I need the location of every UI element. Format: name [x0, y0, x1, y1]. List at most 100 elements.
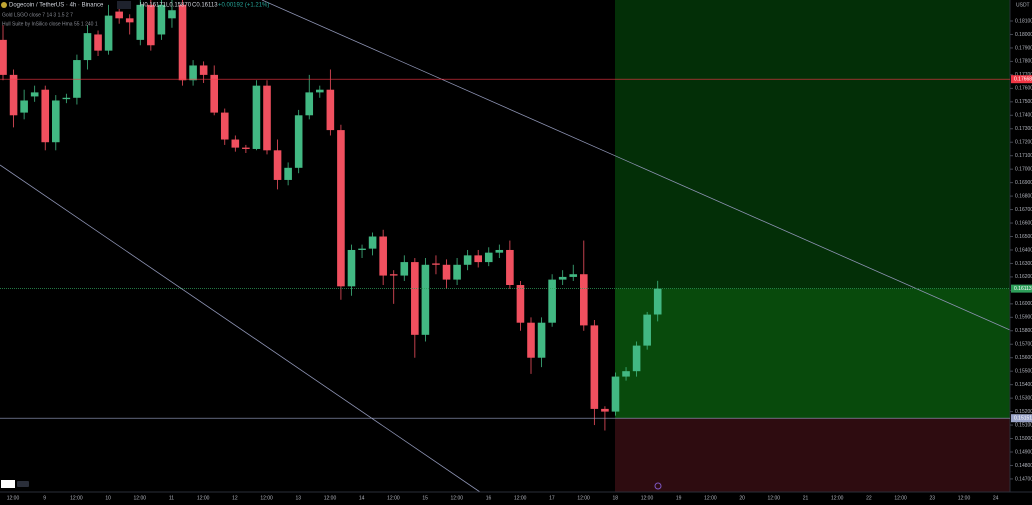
- x-tick-label: 19: [676, 495, 682, 501]
- candle-body: [411, 262, 419, 335]
- candle-body: [580, 274, 588, 326]
- x-tick-label: 12: [232, 495, 238, 501]
- indicator: Gold LSGO close 7 14 3 1.5 2 7: [2, 12, 73, 18]
- price-label: 0.15151: [1014, 416, 1032, 422]
- y-tick-label: 0.16200: [1015, 274, 1032, 280]
- price-label: 0.17668: [1014, 77, 1032, 83]
- x-tick-label: 23: [930, 495, 936, 501]
- candle-body: [432, 263, 440, 265]
- indicator: Hull Suite by InSilico close Hma 55 1 24…: [2, 21, 98, 27]
- candle-body: [653, 288, 662, 315]
- candle-body: [199, 65, 208, 75]
- low: L0.15870: [166, 3, 192, 9]
- x-tick-label: 12:00: [641, 495, 654, 501]
- currency: USDT: [1016, 2, 1030, 8]
- y-tick-label: 0.17000: [1015, 166, 1032, 172]
- candle-body: [231, 139, 240, 148]
- x-tick-label: 12:00: [324, 495, 337, 501]
- header: Dogecoin / TetherUS · 4h · Binance H0.16…: [1, 1, 269, 27]
- stop-zone: [615, 418, 1010, 492]
- candle-body: [136, 4, 145, 40]
- candle-body: [0, 39, 7, 75]
- y-tick-label: 0.16400: [1015, 247, 1032, 253]
- candle-body: [495, 249, 504, 253]
- x-tick-label: 12:00: [260, 495, 273, 501]
- candle-body: [168, 10, 176, 19]
- x-tick-label: 22: [866, 495, 872, 501]
- y-tick-label: 0.16300: [1015, 261, 1032, 267]
- x-tick-label: 12:00: [704, 495, 717, 501]
- candle-body: [220, 112, 229, 140]
- candle-body: [104, 15, 113, 51]
- candle-body: [294, 115, 303, 168]
- y-tick-label: 0.15200: [1015, 409, 1032, 415]
- candle-body: [30, 92, 39, 97]
- x-tick-label: 12:00: [7, 495, 20, 501]
- candle-body: [62, 97, 71, 100]
- x-tick-label: 18: [613, 495, 619, 501]
- candle-body: [558, 276, 567, 280]
- candle-body: [611, 376, 620, 412]
- y-tick-label: 0.15900: [1015, 315, 1032, 321]
- y-tick-label: 0.15800: [1015, 328, 1032, 334]
- event-icon: [654, 482, 662, 490]
- candle-body: [601, 408, 609, 412]
- candle-body: [41, 89, 50, 143]
- y-tick-label: 0.16700: [1015, 207, 1032, 213]
- y-tick-label: 0.15700: [1015, 342, 1032, 348]
- coin-icon: [1, 2, 7, 8]
- candle-body: [210, 74, 218, 113]
- x-tick-label: 16: [486, 495, 492, 501]
- logo-badge: [17, 481, 29, 487]
- candle-body: [632, 345, 641, 372]
- y-tick-label: 0.18000: [1015, 32, 1032, 38]
- x-tick-label: 24: [993, 495, 999, 501]
- candle-body: [453, 264, 461, 280]
- candle-body: [400, 262, 409, 276]
- y-tick-label: 0.17200: [1015, 140, 1032, 146]
- y-tick-label: 0.16900: [1015, 180, 1032, 186]
- y-tick-label: 0.17800: [1015, 59, 1032, 65]
- x-tick-label: 12:00: [894, 495, 907, 501]
- price-label-box: [1011, 75, 1032, 84]
- candle-body: [252, 85, 261, 149]
- x-tick-label: 12:00: [451, 495, 464, 501]
- x-tick-label: 12:00: [958, 495, 971, 501]
- candle-body: [622, 371, 630, 377]
- candle-body: [463, 255, 472, 265]
- candle-body: [189, 65, 197, 81]
- high: H0.16171: [140, 3, 167, 9]
- target-zone: [615, 288, 1010, 419]
- candle-body: [83, 33, 92, 61]
- y-tick-label: 0.17400: [1015, 113, 1032, 119]
- x-tick-label: 12:00: [134, 495, 147, 501]
- trend-line: [0, 164, 481, 493]
- x-tick-label: 20: [739, 495, 745, 501]
- candle-body: [474, 255, 482, 263]
- candle-body: [305, 92, 314, 116]
- candle-body: [590, 325, 599, 409]
- x-tick-label: 9: [43, 495, 46, 501]
- candle-body: [347, 249, 356, 287]
- x-tick-label: 11: [169, 495, 174, 501]
- symbol: Dogecoin / TetherUS · 4h · Binance: [9, 3, 104, 9]
- candle-body: [263, 85, 271, 151]
- x-tick-label: 12:00: [831, 495, 844, 501]
- candle-body: [178, 4, 187, 81]
- icon: [117, 1, 131, 9]
- x-tick-label: 14: [359, 495, 365, 501]
- y-tick-label: 0.14800: [1015, 463, 1032, 469]
- y-tick-label: 0.17300: [1015, 126, 1032, 132]
- candle-body: [421, 264, 430, 335]
- x-tick-label: 10: [105, 495, 111, 501]
- x-tick-label: 12:00: [768, 495, 781, 501]
- target-zone: [615, 0, 1010, 289]
- candle-body: [9, 74, 18, 116]
- candle-body: [527, 322, 535, 358]
- candle-body: [442, 264, 451, 280]
- candle-body: [147, 4, 155, 46]
- candle-body: [358, 248, 366, 250]
- candle-body: [379, 236, 387, 276]
- candle-body: [337, 130, 345, 287]
- y-tick-label: 0.15400: [1015, 382, 1032, 388]
